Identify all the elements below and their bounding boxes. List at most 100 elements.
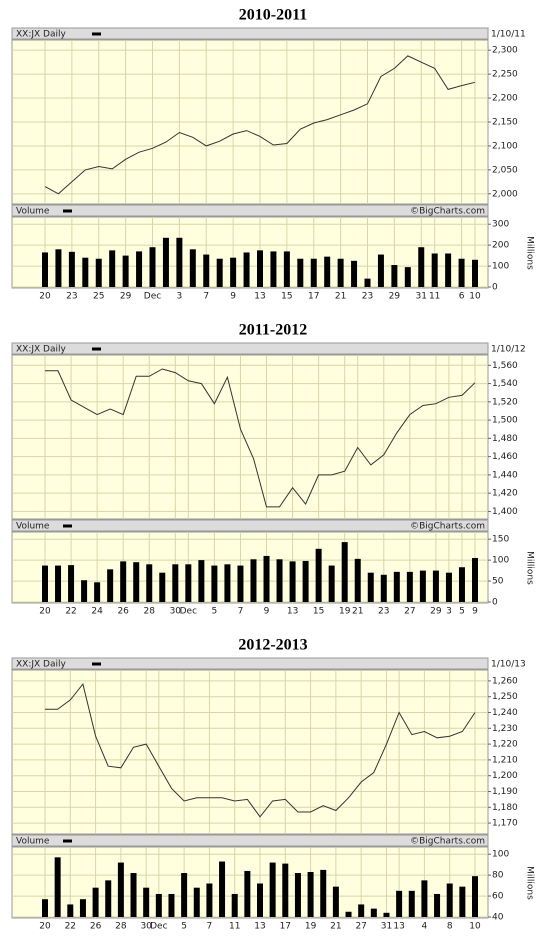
legend-dash xyxy=(63,839,72,843)
x-tick-label: 10 xyxy=(469,292,481,302)
volume-bar xyxy=(120,561,127,602)
y-tick-label: 100 xyxy=(492,556,509,566)
x-tick-label: 21 xyxy=(335,292,346,302)
volume-bar xyxy=(181,873,188,917)
y-tick-label: 2,150 xyxy=(492,118,518,128)
volume-bar xyxy=(55,565,62,602)
x-tick-label: 20 xyxy=(39,292,51,302)
y-tick-label: 2,100 xyxy=(492,141,518,151)
x-tick-label: 29 xyxy=(389,292,401,302)
volume-bar xyxy=(370,908,377,917)
volume-bar xyxy=(393,571,400,602)
y-tick-label: 1,190 xyxy=(492,787,518,797)
y-tick-label: 0 xyxy=(492,598,498,608)
volume-bar xyxy=(445,572,452,602)
volume-bar xyxy=(294,873,301,917)
y-tick-label: 1,240 xyxy=(492,708,518,718)
volume-bar xyxy=(107,569,114,602)
y-tick-label: 1,220 xyxy=(492,740,518,750)
price-plot xyxy=(11,354,489,520)
ticker-label: XX:JX Daily xyxy=(16,30,66,40)
y-tick-label: 50 xyxy=(492,577,504,587)
volume-bar xyxy=(446,883,453,917)
volume-axis-label: Millions xyxy=(525,551,535,585)
volume-bar xyxy=(406,571,413,602)
x-tick-label: 28 xyxy=(144,607,156,617)
x-tick-label: 13 xyxy=(254,292,265,302)
x-tick-label: 19 xyxy=(339,607,351,617)
y-tick-label: 2,000 xyxy=(492,189,518,199)
volume-bar xyxy=(257,250,263,287)
price-header xyxy=(11,342,489,355)
y-tick-label: 1,420 xyxy=(492,489,518,499)
x-tick-label: Dec xyxy=(150,922,167,932)
x-tick-label: 26 xyxy=(90,922,102,932)
volume-bar xyxy=(337,258,344,287)
x-tick-label: 17 xyxy=(280,922,291,932)
volume-bar xyxy=(216,258,223,287)
volume-bar xyxy=(54,857,61,917)
volume-bar xyxy=(263,555,270,602)
volume-header xyxy=(11,204,489,217)
x-tick-label: 23 xyxy=(66,292,77,302)
x-tick-label: Dec xyxy=(144,292,161,302)
legend-dash xyxy=(92,662,101,666)
x-tick-label: 8 xyxy=(447,922,453,932)
volume-bar xyxy=(367,572,374,602)
y-tick-label: 1,440 xyxy=(492,470,518,480)
volume-bar xyxy=(231,893,238,917)
x-tick-label: 28 xyxy=(115,922,127,932)
x-tick-label: 31 xyxy=(416,292,427,302)
volume-bar xyxy=(297,258,304,287)
chart-title: 2012-2013 xyxy=(238,637,307,654)
chart-title: 2011-2012 xyxy=(239,322,307,339)
volume-label: Volume xyxy=(16,207,50,217)
volume-bar xyxy=(55,249,62,287)
volume-bar xyxy=(185,564,192,602)
volume-bar xyxy=(143,887,150,917)
x-tick-label: 10 xyxy=(469,922,481,932)
y-tick-label: 1,170 xyxy=(492,819,518,829)
ticker-label: XX:JX Daily xyxy=(16,345,66,355)
volume-bar xyxy=(68,251,75,287)
volume-bar xyxy=(302,560,309,602)
volume-bar xyxy=(211,565,218,602)
volume-bar xyxy=(289,561,296,602)
legend-dash xyxy=(63,524,72,528)
volume-bar xyxy=(472,876,478,917)
price-header xyxy=(11,27,489,40)
x-tick-label: 24 xyxy=(91,607,103,617)
y-tick-label: 80 xyxy=(492,871,504,881)
volume-bar xyxy=(434,893,441,917)
volume-bar xyxy=(155,893,162,917)
volume-bar xyxy=(332,886,339,917)
volume-bar xyxy=(432,570,439,602)
x-tick-label: 13 xyxy=(254,922,265,932)
volume-bar xyxy=(189,249,196,287)
volume-bar xyxy=(377,254,384,287)
volume-header xyxy=(11,519,489,532)
volume-bar xyxy=(408,890,415,917)
x-tick-label: 25 xyxy=(93,292,104,302)
volume-label: Volume xyxy=(16,837,50,847)
volume-bar xyxy=(198,560,205,602)
volume-bar xyxy=(358,904,365,917)
y-tick-label: 150 xyxy=(492,535,509,545)
x-tick-label: 31 xyxy=(381,922,392,932)
volume-bar xyxy=(168,893,175,917)
volume-bar xyxy=(230,257,237,287)
x-tick-label: 15 xyxy=(313,607,324,617)
x-tick-label: 22 xyxy=(65,922,76,932)
volume-bar xyxy=(117,862,124,917)
x-tick-label: 30 xyxy=(170,607,182,617)
x-tick-label: 11 xyxy=(229,922,240,932)
volume-bar xyxy=(396,890,403,917)
x-tick-label: 13 xyxy=(393,922,404,932)
y-tick-label: 1,200 xyxy=(492,771,518,781)
x-tick-label: 4 xyxy=(422,922,428,932)
price-plot xyxy=(11,669,489,835)
x-tick-label: 13 xyxy=(287,607,298,617)
price-line xyxy=(44,55,476,195)
